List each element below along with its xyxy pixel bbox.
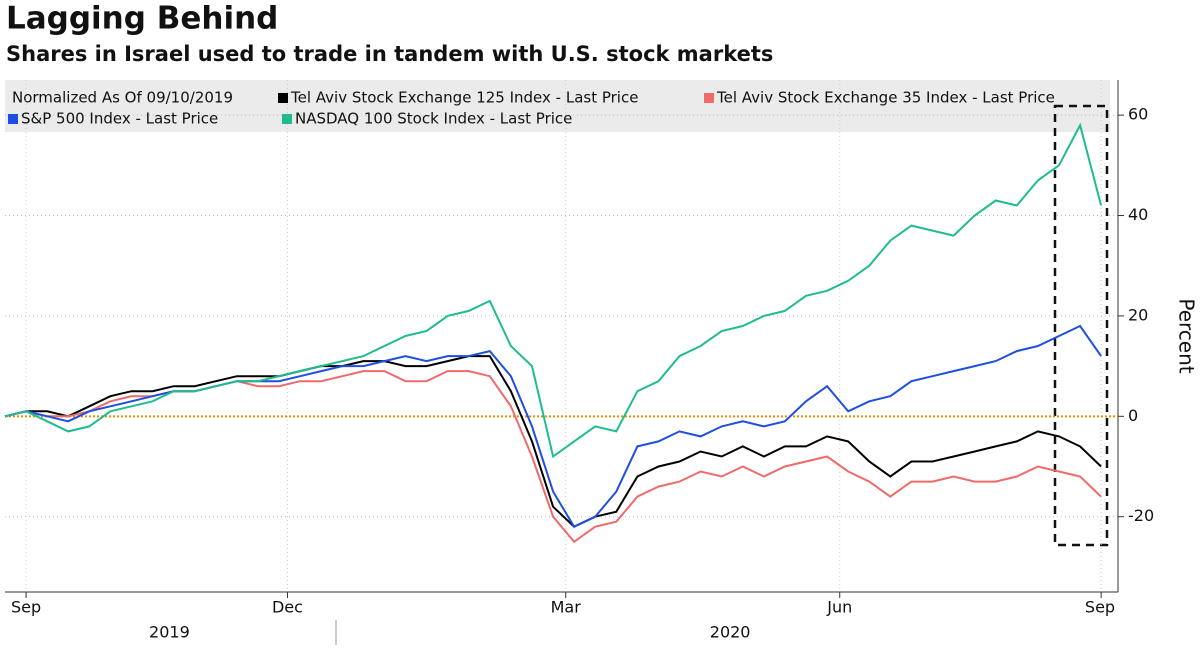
y-tick-label: 20 bbox=[1128, 305, 1148, 324]
chart-subtitle: Shares in Israel used to trade in tandem… bbox=[6, 42, 773, 66]
legend-label: Tel Aviv Stock Exchange 125 Index - Last… bbox=[290, 89, 638, 107]
highlight-box bbox=[1053, 104, 1109, 547]
series-line bbox=[4, 122, 1103, 459]
year-label: 2019 bbox=[149, 623, 190, 642]
year-label: 2020 bbox=[710, 623, 751, 642]
y-tick-label: 60 bbox=[1128, 105, 1148, 124]
x-tick-label: Sep bbox=[11, 598, 41, 617]
y-tick-label: 0 bbox=[1128, 406, 1138, 425]
legend-label: NASDAQ 100 Stock Index - Last Price bbox=[295, 110, 572, 128]
legend-title: Normalized As Of 09/10/2019 bbox=[12, 89, 233, 107]
x-tick-label: Dec bbox=[272, 598, 303, 617]
x-tick-label: Sep bbox=[1085, 598, 1115, 617]
x-tick-label: Mar bbox=[551, 598, 582, 617]
y-tick-label: 40 bbox=[1128, 205, 1148, 224]
x-tick-label: Jun bbox=[826, 598, 852, 617]
legend-box bbox=[5, 80, 1110, 132]
legend-swatch bbox=[282, 114, 292, 124]
series-line bbox=[4, 324, 1102, 528]
chart-title: Lagging Behind bbox=[6, 1, 278, 37]
legend-swatch bbox=[8, 114, 18, 124]
y-tick-label: -20 bbox=[1128, 506, 1154, 525]
legend-swatch bbox=[278, 93, 288, 103]
legend-label: S&P 500 Index - Last Price bbox=[21, 110, 218, 128]
legend-label: Tel Aviv Stock Exchange 35 Index - Last … bbox=[716, 89, 1055, 107]
y-axis-label: Percent bbox=[1175, 298, 1199, 373]
legend-swatch bbox=[704, 93, 714, 103]
series-line bbox=[4, 355, 1102, 528]
